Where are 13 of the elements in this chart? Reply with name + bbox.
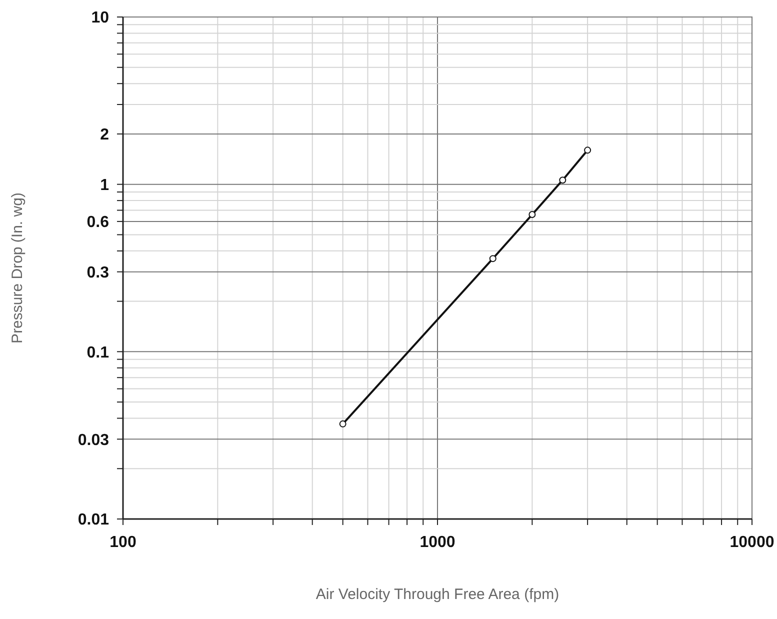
y-tick-label: 2 [100, 126, 110, 144]
y-tick-label: 10 [91, 10, 110, 27]
y-tick-label: 1 [100, 176, 110, 194]
x-tick-label: 1000 [420, 534, 456, 551]
y-tick-label: 0.6 [86, 214, 110, 232]
x-tick-label: 10000 [730, 534, 774, 551]
y-tick-label: 0.3 [86, 264, 110, 282]
x-axis-title: Air Velocity Through Free Area (fpm) [316, 586, 560, 603]
y-tick-label: 0.03 [78, 432, 110, 449]
y-tick-label: 0.01 [78, 512, 110, 529]
y-axis-title: Pressure Drop (In. wg) [9, 192, 26, 344]
x-tick-label: 100 [110, 534, 136, 551]
y-tick-label: 0.1 [86, 344, 110, 362]
